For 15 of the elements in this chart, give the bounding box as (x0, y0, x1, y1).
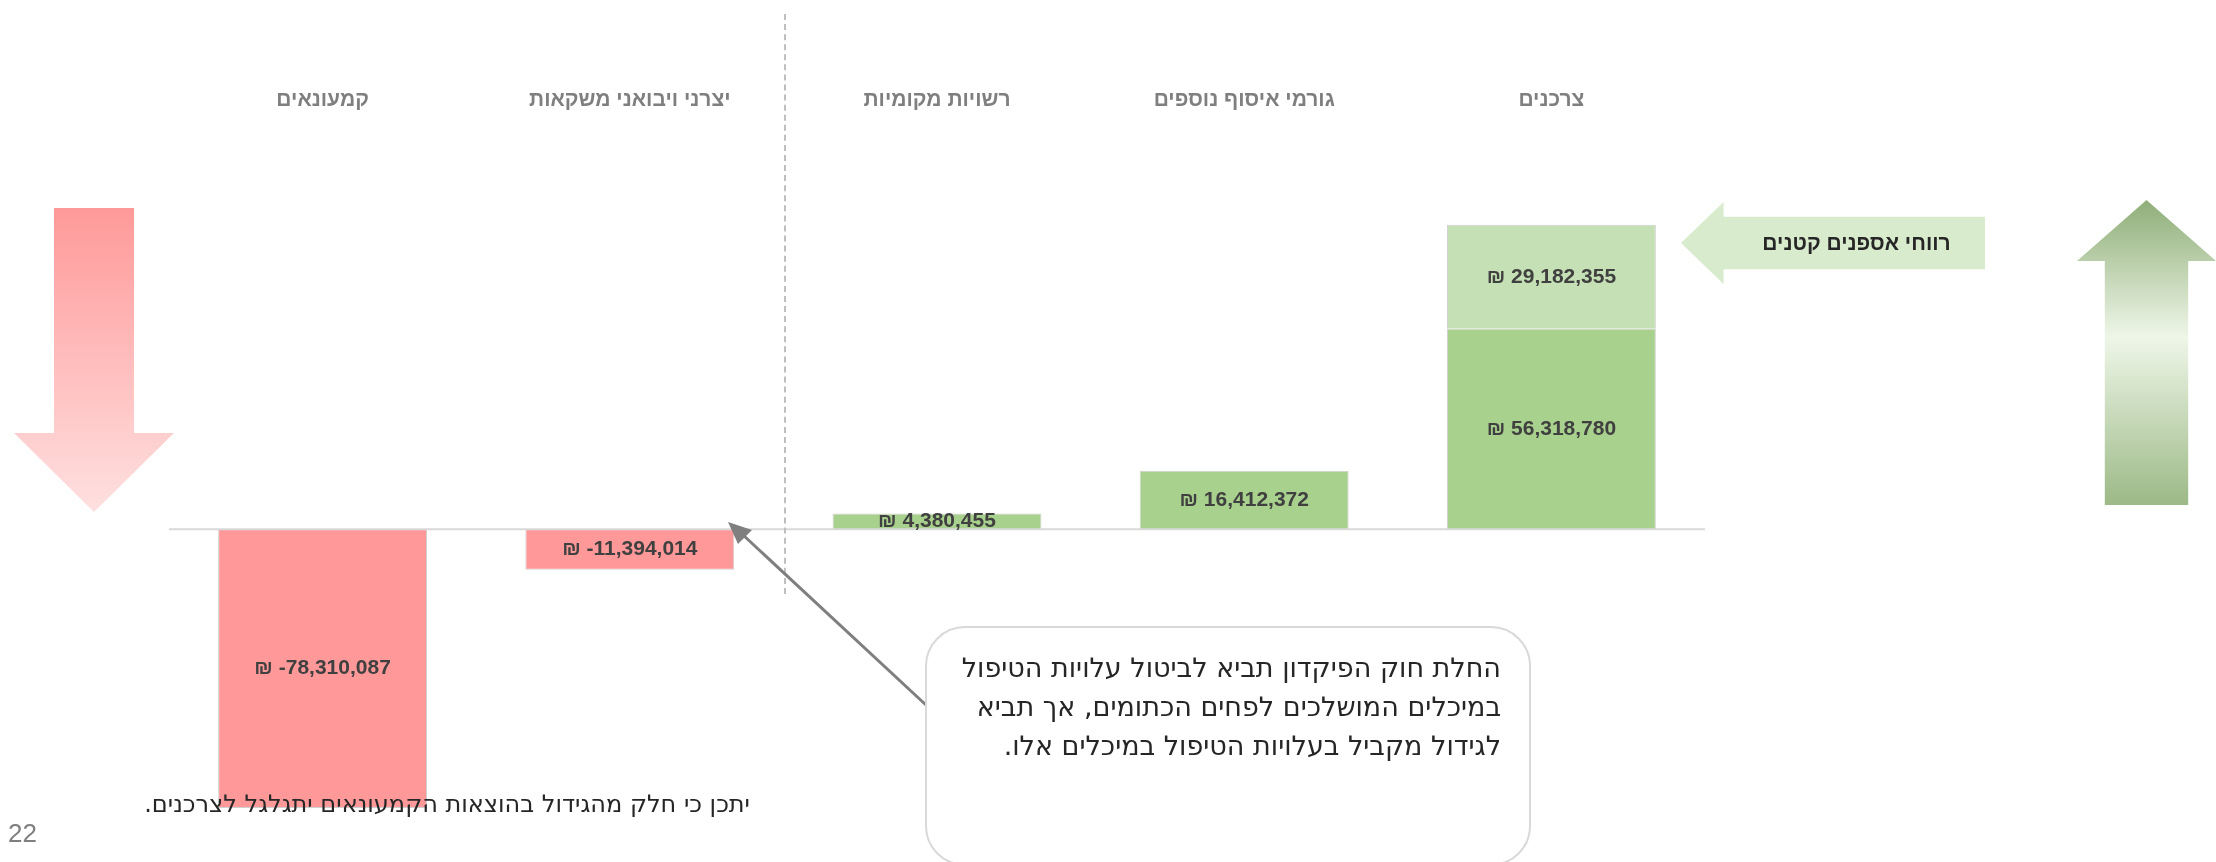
annotation: החלת חוק הפיקדון תביא לביטול עלויות הטיפול במיכלים המושלכים לפחים הכתומים, אך תביא לגידול מקביל בעלויות הטיפול במיכלים אלו. (960, 651, 1502, 763)
data-label: ₪ 29,182,355 (1486, 263, 1617, 287)
data-label: ₪ 16,412,372 (1179, 486, 1309, 510)
x-tick-label: רשויות מקומיות (863, 87, 1011, 111)
text: רווחי אספנים קטנים (1761, 230, 1952, 256)
x-tick-label: קמעונאים (276, 87, 369, 111)
x-tick-label: גורמי איסוף נוספים (1153, 87, 1335, 111)
x-tick-label: יצרני ויבואני משקאות (529, 87, 731, 111)
data-label: ₪ 56,318,780 (1486, 415, 1617, 439)
text: 22 (8, 818, 37, 849)
x-tick-label: צרכנים (1518, 87, 1585, 111)
data-label: ₪ -78,310,087 (254, 655, 391, 679)
data-label: ₪ -11,394,014 (562, 536, 698, 560)
data-label: ₪ 4,380,455 (878, 508, 997, 532)
annotation: יתכן כי חלק מהגידול בהוצאות הקמעונאים יתגלגל לצרכנים. (143, 790, 750, 818)
